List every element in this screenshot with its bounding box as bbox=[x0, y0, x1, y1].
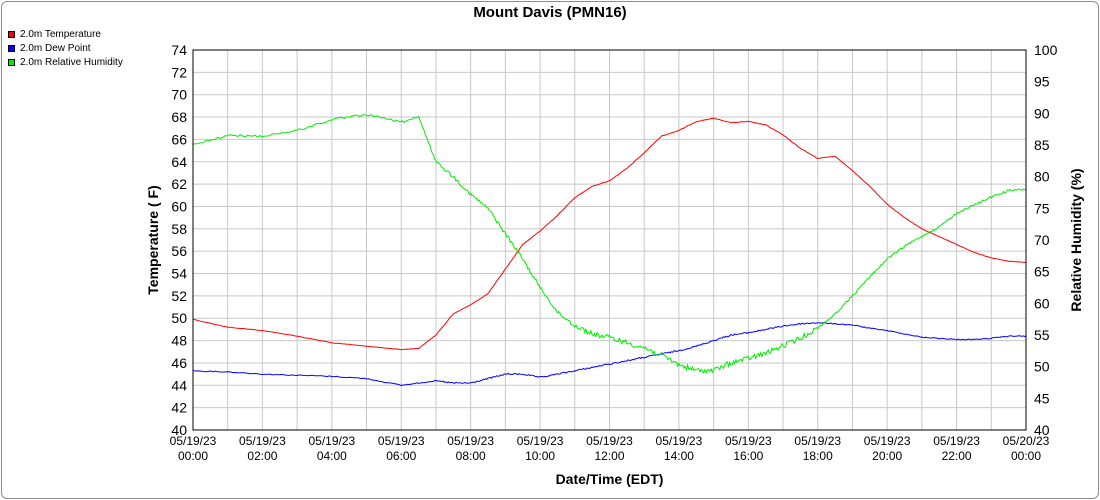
y-tick-label: 66 bbox=[171, 131, 187, 147]
y-tick-label: 56 bbox=[171, 243, 187, 259]
y-tick-label: 74 bbox=[171, 42, 187, 58]
y2-tick-label: 95 bbox=[1034, 74, 1050, 90]
legend-item-temperature: 2.0m Temperature bbox=[8, 27, 123, 41]
x-tick-time-label: 06:00 bbox=[386, 449, 416, 463]
x-tick-time-label: 16:00 bbox=[733, 449, 763, 463]
legend-label-relative-humidity: 2.0m Relative Humidity bbox=[20, 56, 123, 68]
x-tick-date-label: 05/19/23 bbox=[586, 434, 633, 448]
y-tick-label: 64 bbox=[171, 154, 187, 170]
temperature-series-line bbox=[192, 117, 1026, 351]
legend: 2.0m Temperature 2.0m Dew Point 2.0m Rel… bbox=[8, 27, 123, 69]
y-tick-label: 72 bbox=[171, 64, 187, 80]
x-tick-date-label: 05/19/23 bbox=[308, 434, 355, 448]
y-tick-label: 54 bbox=[171, 266, 187, 282]
legend-swatch-temperature bbox=[8, 30, 15, 38]
y-tick-label: 42 bbox=[171, 400, 187, 416]
x-tick-time-label: 04:00 bbox=[317, 449, 347, 463]
x-tick-time-label: 18:00 bbox=[803, 449, 833, 463]
y2-tick-label: 100 bbox=[1034, 42, 1058, 58]
series-layer bbox=[192, 113, 1027, 387]
y-tick-label: 44 bbox=[171, 377, 187, 393]
x-tick-date-label: 05/19/23 bbox=[170, 434, 217, 448]
x-tick-time-label: 02:00 bbox=[247, 449, 277, 463]
relative-humidity-series-line bbox=[192, 113, 1027, 375]
y2-tick-label: 80 bbox=[1034, 169, 1050, 185]
legend-label-temperature: 2.0m Temperature bbox=[20, 28, 101, 40]
y2-tick-label: 55 bbox=[1034, 327, 1050, 343]
y2-tick-label: 45 bbox=[1034, 390, 1050, 406]
chart-title: Mount Davis (PMN16) bbox=[473, 4, 627, 21]
y-tick-label: 60 bbox=[171, 198, 187, 214]
plot-border bbox=[192, 49, 1027, 431]
y-tick-label: 68 bbox=[171, 109, 187, 125]
x-tick-time-label: 10:00 bbox=[525, 449, 555, 463]
x-tick-date-label: 05/19/23 bbox=[239, 434, 286, 448]
y2-tick-label: 65 bbox=[1034, 264, 1050, 280]
x-tick-date-label: 05/19/23 bbox=[794, 434, 841, 448]
x-tick-date-label: 05/20/23 bbox=[1003, 434, 1050, 448]
x-tick-time-label: 14:00 bbox=[664, 449, 694, 463]
y-tick-label: 48 bbox=[171, 333, 187, 349]
x-tick-date-label: 05/19/23 bbox=[656, 434, 703, 448]
y2-tick-label: 85 bbox=[1034, 137, 1050, 153]
x-axis-title: Date/Time (EDT) bbox=[556, 471, 664, 487]
x-tick-time-label: 12:00 bbox=[594, 449, 624, 463]
y-tick-label: 62 bbox=[171, 176, 187, 192]
legend-item-dew-point: 2.0m Dew Point bbox=[8, 41, 123, 55]
y-tick-label: 46 bbox=[171, 355, 187, 371]
y2-tick-label: 90 bbox=[1034, 105, 1050, 121]
y2-tick-label: 40 bbox=[1034, 422, 1050, 438]
dew-point-series-line bbox=[192, 322, 1027, 387]
y2-tick-label: 70 bbox=[1034, 232, 1050, 248]
y-tick-label: 70 bbox=[171, 87, 187, 103]
x-tick-date-label: 05/19/23 bbox=[725, 434, 772, 448]
x-tick-date-label: 05/19/23 bbox=[447, 434, 494, 448]
x-tick-date-label: 05/19/23 bbox=[517, 434, 564, 448]
x-tick-date-label: 05/19/23 bbox=[933, 434, 980, 448]
y2-tick-label: 75 bbox=[1034, 200, 1050, 216]
y-tick-label: 50 bbox=[171, 310, 187, 326]
y-tick-label: 52 bbox=[171, 288, 187, 304]
x-tick-time-label: 00:00 bbox=[1011, 449, 1041, 463]
grid-lines bbox=[192, 49, 1027, 431]
legend-swatch-dew-point bbox=[8, 44, 15, 52]
x-tick-date-label: 05/19/23 bbox=[864, 434, 911, 448]
y-tick-label: 58 bbox=[171, 221, 187, 237]
legend-item-relative-humidity: 2.0m Relative Humidity bbox=[8, 55, 123, 69]
legend-label-dew-point: 2.0m Dew Point bbox=[20, 42, 91, 54]
y2-tick-label: 50 bbox=[1034, 359, 1050, 375]
tick-labels: 40 42 44 46 48 50 52 54 56 58 60 62 64 66 68 70 72 74 40 45… bbox=[170, 42, 1058, 463]
x-tick-time-label: 08:00 bbox=[456, 449, 486, 463]
x-tick-time-label: 20:00 bbox=[872, 449, 902, 463]
legend-swatch-relative-humidity bbox=[8, 58, 15, 66]
y-tick-label: 40 bbox=[171, 422, 187, 438]
x-tick-time-label: 00:00 bbox=[178, 449, 208, 463]
x-tick-date-label: 05/19/23 bbox=[378, 434, 425, 448]
x-tick-time-label: 22:00 bbox=[942, 449, 972, 463]
y2-axis-title: Relative Humidity (%) bbox=[1068, 168, 1084, 311]
y2-tick-label: 60 bbox=[1034, 295, 1050, 311]
y-axis-title: Temperature ( F) bbox=[145, 185, 161, 294]
